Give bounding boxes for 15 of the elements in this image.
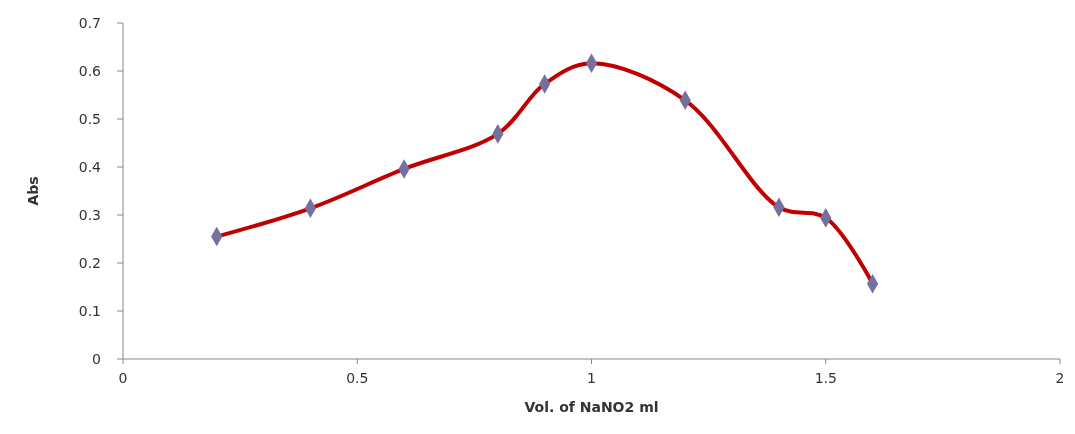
y-tick-label: 0 [92, 350, 101, 367]
x-tick-label: 0.5 [346, 370, 369, 386]
x-tick-label: 0 [118, 370, 128, 386]
y-tick-label: 0.4 [78, 158, 102, 175]
y-tick-label: 0.3 [78, 206, 101, 223]
x-tick-label: 1.5 [814, 370, 837, 386]
y-tick-label: 0.6 [78, 62, 102, 79]
y-axis-title: Abs [25, 176, 41, 206]
x-axis-title: Vol. of NaNO2 ml [524, 399, 659, 415]
y-tick-label: 0.5 [78, 110, 101, 127]
y-tick-label: 0.2 [78, 254, 101, 271]
y-tick-label: 0.7 [78, 14, 101, 31]
y-tick-label: 0.1 [78, 302, 101, 319]
x-tick-label: 1 [587, 370, 596, 386]
x-tick-label: 2 [1055, 370, 1065, 386]
